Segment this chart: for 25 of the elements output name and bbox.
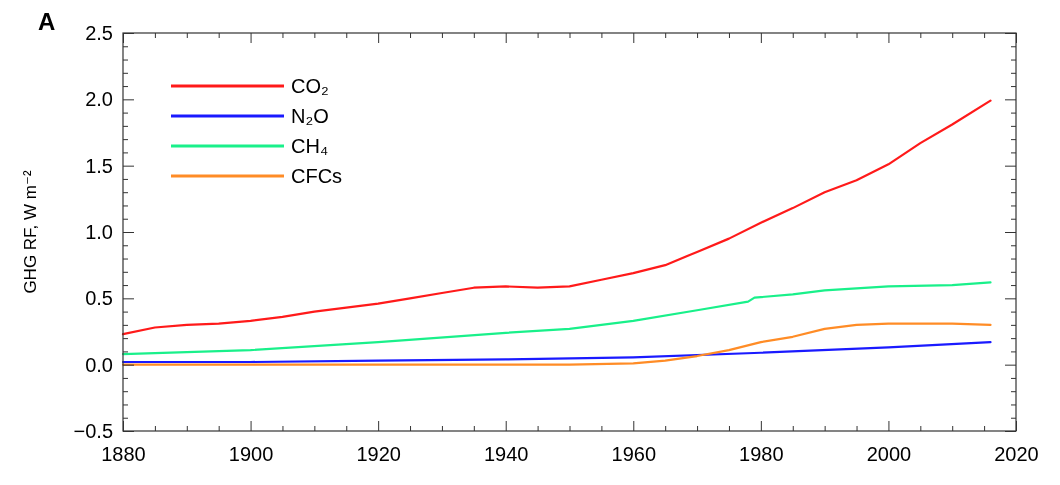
y-tick-label: 2.5 bbox=[85, 21, 113, 44]
x-tick-label: 1920 bbox=[356, 443, 401, 466]
legend-label: CO₂ bbox=[291, 75, 329, 97]
x-tick-label: 1940 bbox=[483, 443, 529, 466]
line-series bbox=[121, 99, 992, 336]
y-tick-label: 2.0 bbox=[85, 88, 113, 111]
x-tick-label: 1980 bbox=[739, 443, 784, 466]
line-series bbox=[121, 341, 992, 364]
y-tick-label: 0.5 bbox=[85, 287, 113, 310]
line-series bbox=[121, 322, 992, 366]
legend-label: N₂O bbox=[291, 105, 329, 127]
y-tick-label: 0.0 bbox=[85, 353, 113, 376]
y-tick-label: 1.5 bbox=[85, 154, 113, 177]
y-tick-label: −0.5 bbox=[73, 419, 113, 442]
x-tick-label: 1900 bbox=[228, 443, 274, 466]
legend-label: CH₄ bbox=[291, 135, 329, 157]
y-axis-title: GHG RF, W m⁻² bbox=[21, 170, 40, 294]
x-tick-label: 1880 bbox=[101, 443, 146, 466]
chart-title: A bbox=[38, 8, 56, 35]
x-tick-label: 1960 bbox=[611, 443, 657, 466]
x-tick-label: 2000 bbox=[866, 443, 912, 466]
y-tick-label: 1.0 bbox=[85, 220, 113, 243]
legend-label: CFCs bbox=[291, 165, 343, 187]
x-tick-label: 2020 bbox=[994, 443, 1039, 466]
line-series bbox=[121, 281, 992, 356]
